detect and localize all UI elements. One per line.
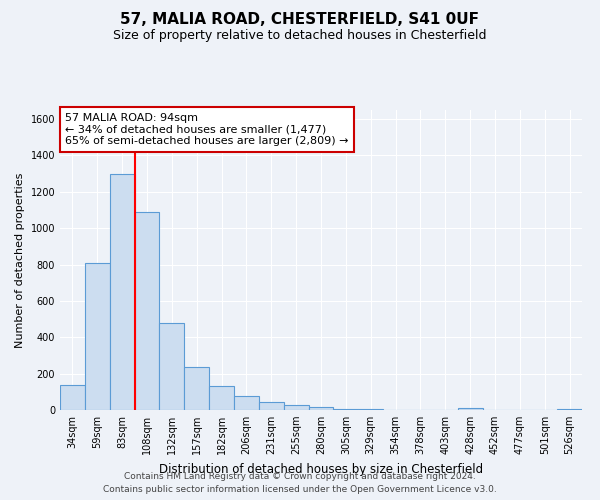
Bar bbox=[134, 212, 160, 410]
Bar bbox=[284, 406, 308, 410]
Bar bbox=[458, 408, 482, 410]
Bar bbox=[358, 409, 383, 410]
Text: 57, MALIA ROAD, CHESTERFIELD, S41 0UF: 57, MALIA ROAD, CHESTERFIELD, S41 0UF bbox=[121, 12, 479, 28]
Bar bbox=[334, 409, 358, 410]
Bar bbox=[234, 396, 259, 410]
Bar bbox=[209, 386, 234, 410]
Bar bbox=[110, 174, 134, 410]
Bar bbox=[259, 402, 284, 410]
Text: Contains public sector information licensed under the Open Government Licence v3: Contains public sector information licen… bbox=[103, 485, 497, 494]
Bar bbox=[557, 409, 582, 410]
Bar bbox=[160, 322, 184, 410]
Text: Size of property relative to detached houses in Chesterfield: Size of property relative to detached ho… bbox=[113, 29, 487, 42]
Y-axis label: Number of detached properties: Number of detached properties bbox=[15, 172, 25, 348]
Bar bbox=[184, 368, 209, 410]
Text: Contains HM Land Registry data © Crown copyright and database right 2024.: Contains HM Land Registry data © Crown c… bbox=[124, 472, 476, 481]
Bar bbox=[60, 384, 85, 410]
Bar bbox=[85, 262, 110, 410]
Text: 57 MALIA ROAD: 94sqm
← 34% of detached houses are smaller (1,477)
65% of semi-de: 57 MALIA ROAD: 94sqm ← 34% of detached h… bbox=[65, 113, 349, 146]
Bar bbox=[308, 406, 334, 410]
X-axis label: Distribution of detached houses by size in Chesterfield: Distribution of detached houses by size … bbox=[159, 462, 483, 475]
